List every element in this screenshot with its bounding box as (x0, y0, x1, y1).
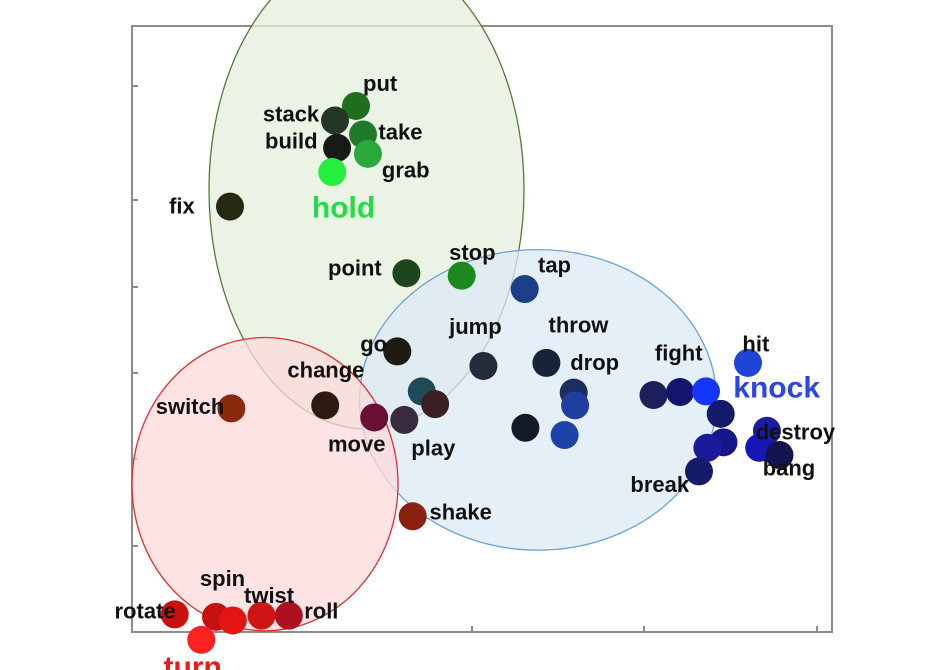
point-label-point: point (328, 256, 382, 281)
data-point-24 (666, 378, 695, 407)
point-label-take: take (378, 119, 422, 144)
point-label-bang: bang (763, 456, 816, 481)
point-label-break: break (630, 472, 689, 497)
data-point-move (360, 403, 389, 432)
cluster-label-turn: turn (164, 651, 222, 670)
data-point-shake (398, 502, 427, 531)
point-label-stack: stack (263, 102, 320, 127)
data-point-41 (187, 625, 216, 654)
data-point-put (342, 91, 370, 120)
axis-ticks (132, 85, 818, 632)
point-label-roll: roll (304, 599, 338, 624)
data-point-rotate (160, 600, 189, 629)
point-label-shake: shake (430, 499, 492, 524)
data-point-40 (218, 606, 247, 635)
data-point-go (383, 337, 412, 366)
data-point-31 (693, 433, 722, 462)
data-point-14 (561, 391, 590, 420)
data-point-21 (511, 413, 540, 442)
data-point-22 (550, 421, 579, 450)
cluster-label-hold: hold (312, 191, 375, 224)
data-point-play (390, 405, 419, 434)
data-point-stack (321, 106, 349, 135)
point-label-tap: tap (538, 253, 571, 278)
point-label-rotate: rotate (115, 599, 176, 624)
data-point-build (323, 133, 352, 162)
data-point-fight (639, 381, 668, 410)
point-labels: put stack take build grab fix point stop tap go ju… (115, 71, 836, 670)
point-label-fix: fix (169, 193, 195, 218)
data-point-25 (692, 377, 720, 406)
data-point-fix (216, 192, 244, 221)
point-label-grab: grab (382, 158, 430, 183)
point-label-put: put (363, 71, 398, 96)
point-label-throw: throw (549, 313, 610, 338)
data-point-roll (274, 601, 303, 630)
point-label-hit: hit (742, 331, 770, 356)
point-label-destroy: destroy (756, 419, 836, 444)
point-label-spin: spin (200, 566, 245, 591)
data-point-4 (353, 139, 382, 168)
data-point-throw (532, 348, 561, 377)
point-label-knock: knock (733, 371, 820, 404)
data-point-change (311, 391, 340, 420)
point-label-jump: jump (448, 314, 502, 339)
data-point-16 (421, 390, 450, 419)
cluster-ellipses (131, 0, 718, 632)
data-point-point (392, 259, 421, 288)
data-point-stop (447, 261, 476, 290)
data-point-hit (734, 348, 762, 377)
point-label-change: change (287, 357, 364, 382)
data-point-tap (510, 275, 539, 304)
point-label-play: play (411, 436, 456, 461)
data-point-bang (765, 441, 794, 470)
point-label-move: move (328, 431, 385, 456)
point-label-drop: drop (570, 350, 619, 375)
point-label-go: go (360, 331, 387, 356)
point-label-stop: stop (449, 240, 495, 265)
point-label-fight: fight (655, 341, 703, 366)
data-point-break (685, 457, 713, 486)
data-points (160, 91, 794, 654)
data-point-jump (469, 351, 498, 380)
data-point-grab (318, 158, 347, 187)
data-point-28 (706, 399, 735, 428)
point-label-twist: twist (244, 583, 295, 608)
data-point-twist (247, 601, 276, 630)
data-point-switch (217, 394, 246, 423)
point-label-switch: switch (156, 394, 224, 419)
point-label-build: build (265, 128, 318, 153)
